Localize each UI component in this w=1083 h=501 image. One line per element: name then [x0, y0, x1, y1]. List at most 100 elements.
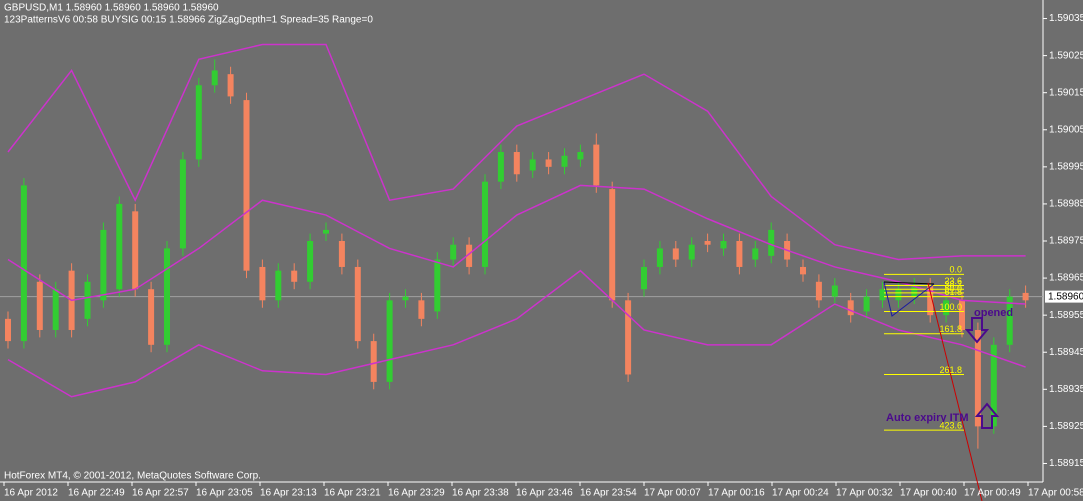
bollinger-band [7, 184, 1026, 305]
x-tick-label: 16 Apr 22:57 [132, 488, 189, 499]
pattern-line [883, 281, 935, 285]
x-tick-label: 17 Apr 00:49 [964, 488, 1021, 499]
candle-body [513, 152, 520, 175]
candle-body [911, 285, 918, 297]
y-tick-label: 1.58965 [1049, 273, 1083, 284]
fib-label: 261.8 [939, 365, 962, 375]
candle-body [688, 244, 695, 260]
x-tick-label: 16 Apr 23:13 [260, 488, 317, 499]
y-tick-label: 1.58955 [1049, 310, 1083, 321]
x-tick-label: 17 Apr 00:24 [772, 488, 829, 499]
x-tick-label: 17 Apr 00:40 [900, 488, 957, 499]
bollinger-band [7, 43, 1026, 261]
candle-body [943, 300, 950, 316]
candle-body [577, 152, 584, 160]
candle-body [354, 266, 361, 342]
fib-label: 50.0 [944, 283, 962, 293]
candle-body [800, 266, 806, 275]
x-tick-label: 16 Apr 23:21 [324, 488, 381, 499]
x-tick-label: 17 Apr 00:58 [1028, 488, 1083, 499]
y-tick-label: 1.58935 [1049, 384, 1083, 395]
candle-body [116, 203, 123, 290]
candle-body [974, 329, 981, 427]
fib-label: 161.8 [939, 324, 962, 334]
x-tick-label: 16 Apr 23:54 [580, 488, 637, 499]
candle-body [847, 300, 854, 316]
candle-body [927, 285, 934, 316]
y-tick-label: 1.58995 [1049, 161, 1083, 172]
candle-body [52, 289, 59, 330]
fib-label: 100.0 [939, 302, 962, 312]
candle-body [990, 344, 997, 427]
pattern-triangle [883, 281, 935, 317]
candle-body [593, 144, 600, 186]
candle-body [338, 241, 345, 267]
y-tick-label: 1.59015 [1049, 87, 1083, 98]
candle-body [291, 270, 298, 282]
zigzag-line [927, 282, 983, 501]
copyright: HotForex MT4, © 2001-2012, MetaQuotes So… [4, 471, 261, 482]
candle-body [704, 241, 711, 245]
x-tick-label: 16 Apr 22:49 [68, 488, 125, 499]
x-tick-label: 17 Apr 00:32 [836, 488, 893, 499]
candle-body [386, 300, 393, 382]
candle-body [895, 289, 902, 301]
indicator-info: 123PatternsV6 00:58 BUYSIG 00:15 1.58966… [4, 15, 373, 26]
candle-body [879, 289, 886, 301]
candle-body [656, 248, 663, 267]
x-tick-label: 16 Apr 23:29 [388, 488, 445, 499]
candle-body [307, 241, 314, 282]
y-tick-label: 1.59035 [1049, 13, 1083, 24]
y-tick-label: 1.59005 [1049, 124, 1083, 135]
candle-body [164, 248, 170, 345]
y-tick-label: 1.59025 [1049, 50, 1083, 61]
x-tick-label: 16 Apr 2012 [4, 488, 58, 499]
candle-body [641, 266, 647, 290]
candle-body [259, 266, 266, 301]
candle-body [545, 159, 552, 167]
y-tick-label: 1.58925 [1049, 421, 1083, 432]
candle-body [370, 341, 377, 382]
candle-body [529, 159, 536, 171]
bollinger-band [7, 269, 1026, 398]
candle-body [402, 296, 409, 301]
candle-body [5, 318, 11, 342]
candle-body [752, 248, 759, 260]
candle-body [195, 85, 202, 160]
candle-body [672, 248, 679, 260]
fib-label: 423.6 [939, 420, 962, 430]
buy-arrow [974, 402, 1000, 429]
candle-body [561, 155, 568, 167]
y-tick-label: 1.58945 [1049, 347, 1083, 358]
candle-body [243, 100, 250, 271]
candle-body [179, 159, 186, 249]
candle-body [323, 229, 329, 234]
x-tick-label: 16 Apr 23:05 [196, 488, 253, 499]
candle-body [100, 229, 107, 301]
candle-body [434, 259, 441, 312]
candle-body [132, 211, 139, 290]
candle-body [625, 300, 632, 375]
candle-body [211, 70, 218, 86]
annotation-opened: opened [974, 307, 1013, 319]
fib-label: 0.0 [949, 265, 962, 275]
candle-body [482, 181, 488, 267]
chart-title: GBPUSD,M1 1.58960 1.58960 1.58960 1.5896… [4, 3, 219, 14]
candle-body [736, 241, 743, 267]
fib-label: 23.6 [944, 276, 962, 286]
y-tick-label: 1.58915 [1049, 458, 1083, 469]
candle-body [497, 152, 504, 182]
candle-body [815, 281, 822, 301]
annotation-expiry: Auto expiry ITM [886, 412, 969, 424]
candle-body [959, 300, 965, 330]
candle-body [36, 281, 43, 330]
candle-body [148, 289, 155, 345]
candle-body [418, 300, 425, 319]
candle-body [720, 241, 727, 249]
candle-body [1006, 296, 1013, 345]
x-tick-label: 16 Apr 23:38 [452, 488, 509, 499]
candle-body [275, 270, 282, 301]
current-price-box [1045, 290, 1083, 303]
